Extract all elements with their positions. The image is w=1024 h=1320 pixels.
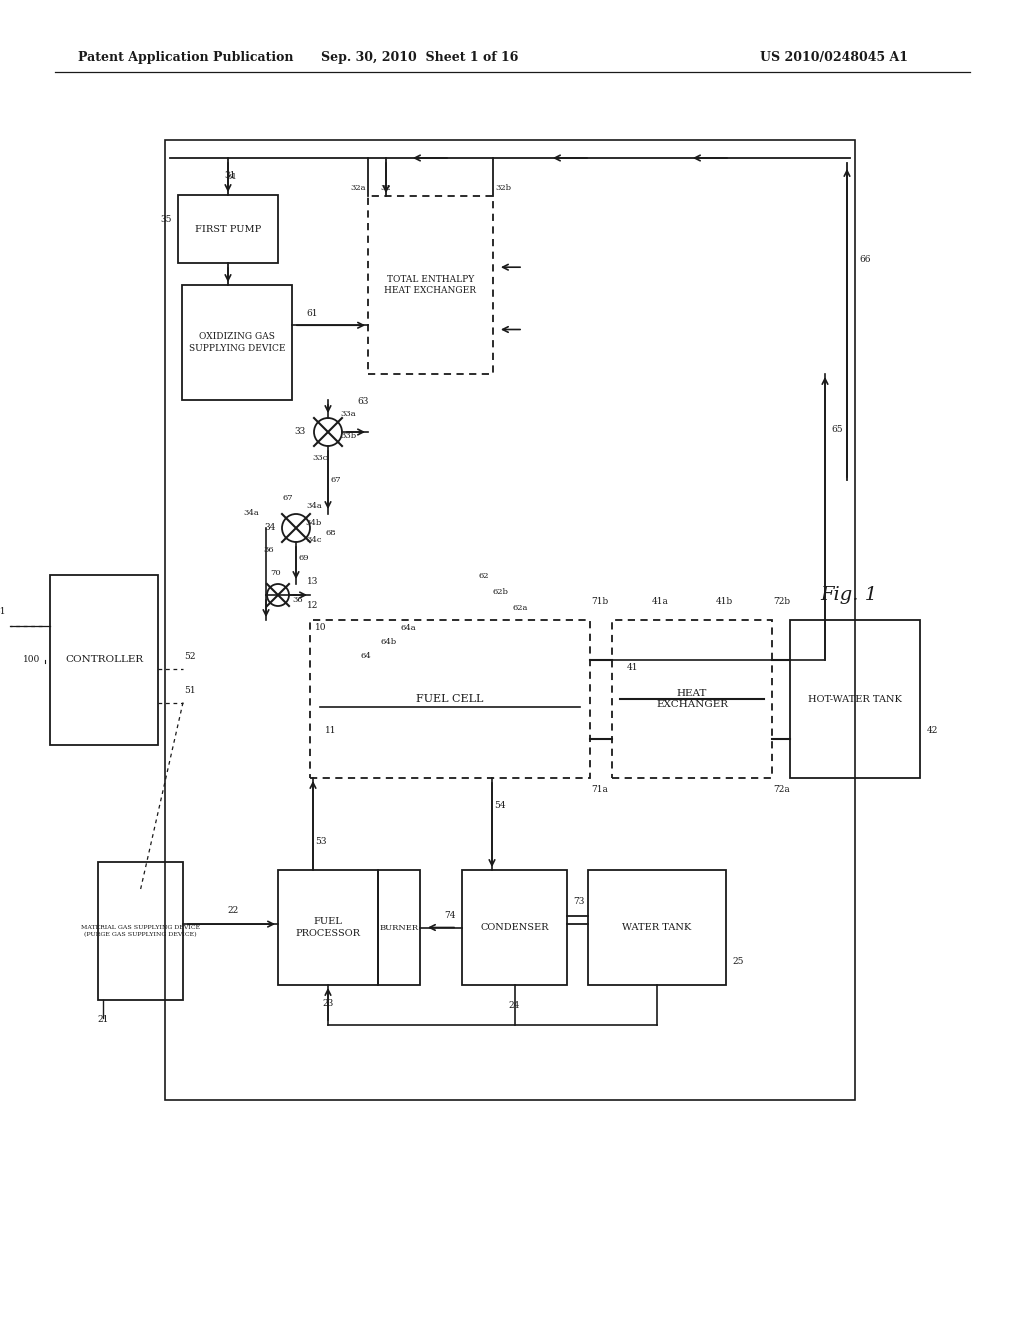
Text: 34a: 34a (243, 510, 259, 517)
Text: 33c: 33c (312, 454, 328, 462)
Text: 23: 23 (323, 998, 334, 1007)
Text: 67: 67 (331, 477, 341, 484)
Text: 67: 67 (283, 494, 293, 502)
Text: 64b: 64b (380, 638, 396, 645)
Text: 32a: 32a (350, 183, 366, 191)
Text: 42: 42 (927, 726, 938, 735)
Text: Fig. 1: Fig. 1 (820, 586, 878, 605)
Text: MATERIAL GAS SUPPLYING DEVICE
(PURGE GAS SUPPLYING DEVICE): MATERIAL GAS SUPPLYING DEVICE (PURGE GAS… (81, 925, 200, 937)
Text: 100: 100 (24, 656, 41, 664)
Text: 10: 10 (315, 623, 327, 632)
Text: 69: 69 (299, 554, 309, 562)
Text: TOTAL ENTHALPY
HEAT EXCHANGER: TOTAL ENTHALPY HEAT EXCHANGER (384, 275, 476, 296)
Text: 51: 51 (184, 686, 196, 696)
Bar (182, 285, 292, 400)
Text: 31: 31 (224, 170, 236, 180)
Bar (278, 870, 378, 985)
Bar (165, 140, 855, 1100)
Bar (50, 576, 158, 744)
Bar (178, 195, 278, 263)
Text: 74: 74 (444, 911, 456, 920)
Text: 61: 61 (306, 309, 317, 318)
Text: 62: 62 (478, 572, 488, 579)
Text: 81: 81 (0, 606, 6, 615)
Bar (790, 620, 920, 777)
Text: 12: 12 (307, 601, 318, 610)
Text: 52: 52 (184, 652, 196, 661)
Text: 33b: 33b (340, 432, 356, 440)
Text: 34b: 34b (306, 519, 323, 527)
Text: CONTROLLER: CONTROLLER (65, 656, 143, 664)
Text: 33a: 33a (340, 411, 355, 418)
Text: FUEL
PROCESSOR: FUEL PROCESSOR (296, 917, 360, 937)
Text: US 2010/0248045 A1: US 2010/0248045 A1 (760, 51, 908, 65)
Bar (368, 195, 493, 374)
Text: 33: 33 (295, 428, 306, 437)
Text: 35: 35 (160, 215, 172, 224)
Bar (612, 620, 772, 777)
Text: FUEL CELL: FUEL CELL (417, 694, 483, 704)
Text: 53: 53 (315, 837, 327, 846)
Text: 21: 21 (97, 1015, 109, 1024)
Text: HOT-WATER TANK: HOT-WATER TANK (808, 694, 902, 704)
Text: 54: 54 (495, 801, 506, 810)
Text: 31: 31 (226, 173, 238, 181)
Text: BURNER: BURNER (380, 924, 419, 932)
Text: 71b: 71b (592, 598, 608, 606)
Text: 64a: 64a (400, 624, 416, 632)
Text: 11: 11 (325, 726, 337, 735)
Text: 63: 63 (357, 397, 369, 407)
Text: 25: 25 (732, 957, 743, 966)
Text: HEAT
EXCHANGER: HEAT EXCHANGER (656, 689, 728, 709)
Text: 36: 36 (263, 546, 274, 554)
Text: CONDENSER: CONDENSER (480, 923, 549, 932)
Text: Sep. 30, 2010  Sheet 1 of 16: Sep. 30, 2010 Sheet 1 of 16 (322, 51, 519, 65)
Text: 34a: 34a (306, 502, 322, 510)
Text: WATER TANK: WATER TANK (623, 923, 691, 932)
Text: 70: 70 (270, 569, 282, 577)
Bar (588, 870, 726, 985)
Text: 32: 32 (381, 183, 391, 191)
Text: 73: 73 (573, 898, 585, 907)
Text: 72a: 72a (773, 785, 791, 795)
Text: 71a: 71a (592, 785, 608, 795)
Bar (98, 862, 183, 1001)
Bar (462, 870, 567, 985)
Text: Patent Application Publication: Patent Application Publication (78, 51, 294, 65)
Text: 62a: 62a (512, 605, 527, 612)
Text: 41: 41 (627, 663, 639, 672)
Bar (378, 870, 420, 985)
Text: FIRST PUMP: FIRST PUMP (195, 224, 261, 234)
Text: 34: 34 (264, 524, 276, 532)
Text: 32b: 32b (495, 183, 511, 191)
Text: 41a: 41a (651, 598, 669, 606)
Text: 64: 64 (360, 652, 372, 660)
Text: 22: 22 (227, 906, 239, 915)
Text: 62b: 62b (493, 587, 508, 597)
Text: 68: 68 (326, 529, 336, 537)
Bar (310, 620, 590, 777)
Text: 13: 13 (307, 577, 318, 586)
Text: 36: 36 (293, 597, 303, 605)
Text: OXIDIZING GAS
SUPPLYING DEVICE: OXIDIZING GAS SUPPLYING DEVICE (188, 333, 286, 352)
Text: 34c: 34c (306, 536, 322, 544)
Text: 24: 24 (509, 1001, 520, 1010)
Text: 41b: 41b (716, 598, 732, 606)
Text: 72b: 72b (773, 598, 791, 606)
Text: 65: 65 (831, 425, 843, 433)
Text: 66: 66 (859, 256, 870, 264)
